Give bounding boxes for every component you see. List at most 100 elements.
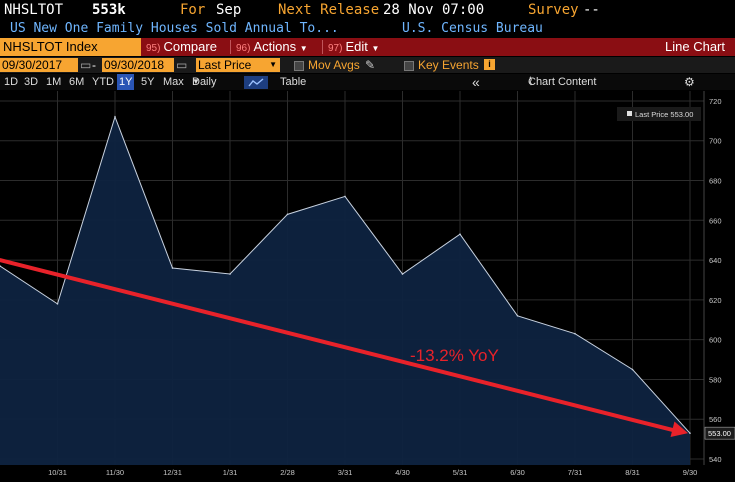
range-6m[interactable]: 6M [69, 76, 85, 88]
last-price-tag-label: 553.00 [708, 429, 731, 438]
yoy-annotation: -13.2% YoY [410, 346, 499, 365]
trend-arrow-head [670, 421, 688, 438]
chevron-down-icon: ▼ [371, 44, 380, 53]
chart-area [0, 115, 691, 466]
for-value: Sep [216, 2, 242, 18]
x-tick-label: 1/31 [223, 468, 238, 477]
y-tick-label: 680 [709, 177, 722, 186]
chart-icon: ⌇ [528, 76, 534, 88]
toolbar-divider [230, 40, 231, 54]
last-price-tag [704, 426, 735, 440]
data-point [171, 267, 174, 269]
date-dash: - [92, 58, 96, 72]
data-point [114, 116, 116, 118]
x-tick-label: 9/30 [683, 468, 698, 477]
y-tick-label: 600 [709, 336, 722, 345]
table-button[interactable]: Table [280, 76, 307, 88]
key-events-label: Key Events [418, 58, 479, 72]
security-description: US New One Family Houses Sold Annual To.… [10, 21, 339, 36]
y-tick-label: 540 [709, 455, 722, 464]
x-tick-label: 10/31 [48, 468, 67, 477]
next-release-value: 28 Nov 07:00 [383, 2, 485, 18]
end-date-field[interactable]: 09/30/2018 [102, 58, 174, 72]
y-tick-label: 640 [709, 256, 722, 265]
data-point [56, 303, 59, 305]
field-select[interactable]: Last Price ▼ [196, 58, 280, 72]
x-axis: 10/31 11/30 12/31 1/31 2/28 3/31 4/30 5/31 6/30 7… [48, 468, 697, 477]
survey-label: Survey [528, 2, 579, 18]
info-icon[interactable]: i [484, 59, 495, 70]
gear-icon[interactable]: ⚙ [684, 75, 695, 89]
data-point [401, 273, 404, 275]
start-date-field[interactable]: 09/30/2017 [0, 58, 78, 72]
x-tick-label: 8/31 [625, 468, 640, 477]
survey-value: -- [583, 2, 600, 18]
y-tick-label: 660 [709, 216, 722, 225]
chevron-down-icon: ▼ [299, 44, 308, 53]
range-5y[interactable]: 5Y [141, 76, 155, 88]
mov-avgs-label: Mov Avgs [308, 58, 360, 72]
x-tick-label: 7/31 [568, 468, 583, 477]
toolbar-divider [322, 40, 323, 54]
key-events-checkbox[interactable] [404, 61, 414, 71]
x-tick-label: 11/30 [106, 468, 124, 477]
source-label: U.S. Census Bureau [402, 21, 543, 36]
data-point [0, 265, 1, 267]
x-tick-label: 5/31 [453, 468, 468, 477]
area-fill [0, 116, 690, 466]
chart-type-label[interactable]: Line Chart [665, 39, 725, 54]
legend-swatch [627, 111, 632, 116]
range-max[interactable]: Max [163, 76, 184, 88]
price-chart[interactable]: 540 560 580 600 620 640 660 680 700 720 553.00 10/… [0, 91, 735, 482]
x-tick-label: 12/31 [163, 468, 182, 477]
y-tick-label: 620 [709, 296, 722, 305]
y-tick-label: 560 [709, 415, 722, 424]
x-tick-label: 6/30 [510, 468, 525, 477]
date-range-row: 09/30/2017 ▭ - 09/30/2018 ▭ Last Price ▼ … [0, 57, 735, 73]
legend-label: Last Price 553.00 [635, 110, 693, 119]
edit-button[interactable]: 97) Edit ▼ [328, 39, 380, 54]
trend-arrow-line [0, 258, 680, 434]
next-release-label: Next Release [278, 2, 380, 18]
pencil-icon[interactable]: ✎ [365, 58, 376, 72]
line-chart-icon[interactable] [244, 76, 268, 89]
range-1y[interactable]: 1Y [117, 74, 135, 90]
y-axis: 540 560 580 600 620 640 660 680 700 720 553.00 [703, 91, 735, 465]
range-1m[interactable]: 1M [46, 76, 62, 88]
data-point [631, 368, 634, 371]
data-point [344, 195, 346, 198]
ticker-label: NHSLTOT [4, 2, 64, 18]
data-point [516, 314, 519, 317]
collapse-icon[interactable]: « [472, 74, 480, 90]
security-description-row: US New One Family Houses Sold Annual To.… [0, 20, 735, 38]
chevron-down-icon: ▼ [192, 77, 200, 86]
range-1d[interactable]: 1D [4, 76, 19, 88]
calendar-icon[interactable]: ▭ [176, 58, 188, 72]
data-point [286, 213, 289, 216]
compare-button[interactable]: 95) Compare [146, 39, 217, 54]
calendar-icon[interactable]: ▭ [80, 58, 92, 72]
range-ytd[interactable]: YTD [92, 76, 114, 88]
security-header: NHSLTOT 553k For Sep Next Release 28 Nov… [0, 0, 735, 20]
x-tick-label: 4/30 [395, 468, 410, 477]
actions-button[interactable]: 96) Actions ▼ [236, 39, 308, 54]
range-3d[interactable]: 3D [24, 76, 39, 88]
y-tick-label: 720 [709, 97, 722, 106]
data-point [574, 332, 576, 335]
chevron-down-icon: ▼ [269, 60, 277, 69]
range-row: 1D 3D 1M 6M YTD 1Y 5Y Max Daily ▼ Table … [0, 74, 735, 90]
last-value: 553k [92, 2, 126, 18]
x-tick-label: 3/31 [338, 468, 353, 477]
y-tick-label: 580 [709, 375, 722, 384]
security-field[interactable]: NHSLTOT Index [0, 38, 141, 56]
data-point [459, 233, 461, 236]
data-point [689, 432, 691, 434]
for-label: For [180, 2, 206, 18]
mov-avgs-checkbox[interactable] [294, 61, 304, 71]
legend-box [617, 107, 701, 121]
chart-legend: Last Price 553.00 [617, 107, 701, 121]
trend-annotation: -13.2% YoY [0, 258, 688, 438]
data-point [229, 273, 231, 275]
y-tick-label: 700 [709, 137, 722, 146]
x-tick-label: 2/28 [280, 468, 295, 477]
